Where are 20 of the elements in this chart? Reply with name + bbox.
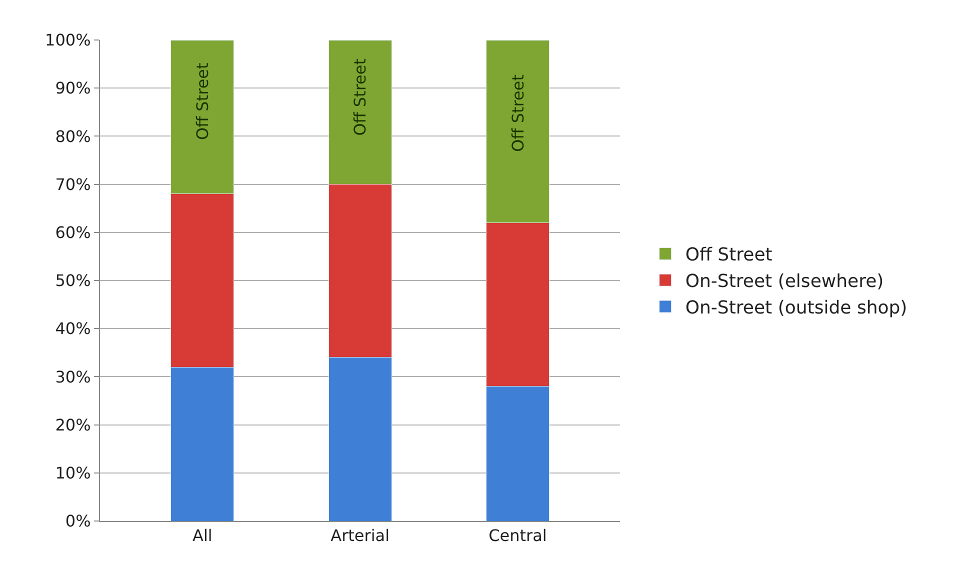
y-tick-label: 50% bbox=[55, 271, 91, 290]
legend-label: Off Street bbox=[685, 244, 772, 266]
y-tick-label: 40% bbox=[55, 319, 91, 338]
annotation: Off Street bbox=[508, 74, 528, 152]
annotation: Off Street bbox=[192, 62, 212, 140]
y-tick-label: 70% bbox=[55, 174, 91, 194]
x-tick-label: All bbox=[192, 526, 212, 546]
y-tick-label: 0% bbox=[65, 512, 91, 531]
y-tick-label: 80% bbox=[55, 126, 91, 146]
y-tick-label: 100% bbox=[45, 30, 91, 50]
y-tick-label: 20% bbox=[55, 415, 91, 434]
y-tick-label: 30% bbox=[55, 367, 91, 386]
y-tick-label: 60% bbox=[55, 223, 91, 242]
x-tick-label: Central bbox=[488, 526, 547, 546]
legend-label: On-Street (elsewhere) bbox=[685, 271, 884, 292]
legend-label: On-Street (outside shop) bbox=[685, 298, 908, 319]
y-tick-label: 10% bbox=[55, 464, 91, 482]
annotation: Off Street bbox=[350, 58, 370, 136]
x-tick-label: Arterial bbox=[330, 526, 390, 546]
y-tick-label: 90% bbox=[55, 78, 91, 98]
